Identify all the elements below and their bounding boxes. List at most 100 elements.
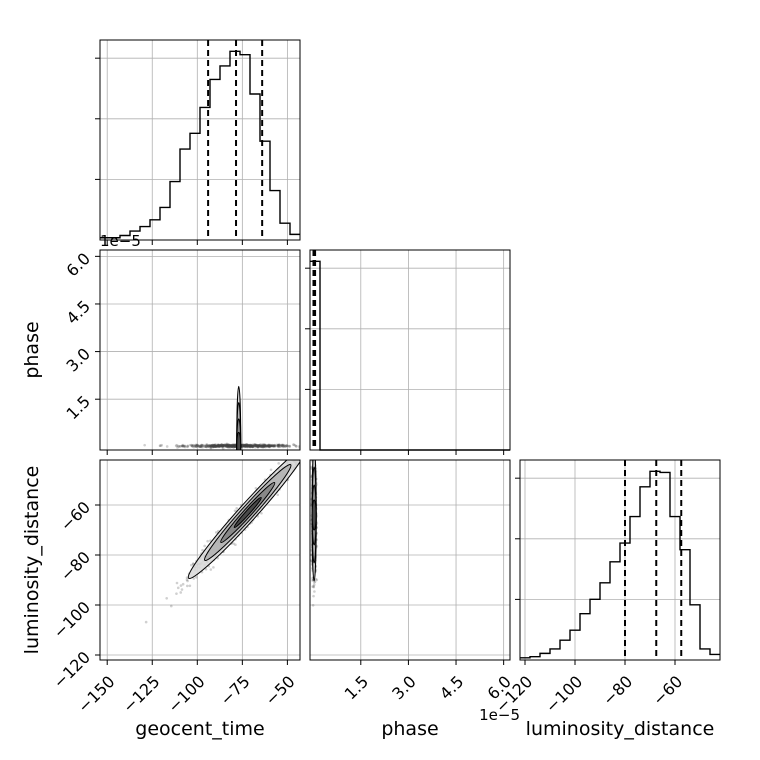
sample-point	[295, 444, 298, 448]
sample-point	[210, 444, 214, 447]
sample-point	[279, 444, 283, 447]
sample-point	[262, 444, 266, 448]
sample-point	[312, 585, 315, 588]
sample-point	[158, 444, 162, 448]
sample-point	[227, 445, 231, 448]
sample-point	[275, 443, 279, 447]
sample-point	[232, 542, 235, 545]
sample-point	[251, 445, 255, 448]
sample-point	[197, 444, 201, 448]
sample-point	[242, 443, 246, 447]
sample-point	[232, 446, 235, 449]
sample-point	[205, 443, 209, 446]
sample-point	[256, 444, 259, 447]
sample-point	[225, 443, 229, 447]
sample-point	[264, 443, 267, 447]
sample-point	[260, 511, 263, 515]
sample-point	[165, 597, 169, 600]
sample-point	[263, 444, 267, 448]
sample-point	[286, 444, 289, 448]
sample-point	[194, 576, 198, 579]
sample-point	[313, 450, 316, 453]
sample-point	[307, 440, 310, 443]
sample-point	[206, 539, 209, 543]
sample-point	[216, 444, 220, 447]
sample-point	[218, 443, 221, 447]
sample-point	[265, 444, 269, 447]
sample-point	[246, 444, 250, 448]
sample-point	[233, 445, 237, 448]
sample-point	[255, 444, 259, 448]
sample-point	[215, 445, 218, 448]
sample-point	[285, 444, 288, 447]
sample-point	[240, 444, 244, 447]
sample-point	[262, 445, 266, 449]
sample-point	[230, 445, 233, 449]
sample-point	[183, 445, 187, 449]
sample-point	[241, 443, 245, 447]
sample-point	[273, 444, 277, 448]
sample-point	[241, 443, 244, 447]
sample-point	[224, 444, 227, 447]
sample-point	[231, 444, 235, 448]
sample-point	[181, 443, 185, 447]
density-contours	[311, 460, 317, 582]
sample-point	[241, 444, 244, 448]
sample-point	[176, 446, 179, 449]
sample-point	[276, 443, 280, 447]
x-tick-label: −125	[119, 672, 164, 717]
sample-point	[276, 444, 279, 447]
sample-point	[209, 444, 213, 448]
sample-point	[212, 445, 215, 449]
sample-point	[214, 444, 217, 448]
sample-point	[248, 444, 252, 448]
sample-point	[258, 443, 262, 447]
sample-point	[225, 445, 228, 448]
sample-point	[213, 444, 217, 447]
sample-point	[267, 444, 271, 448]
y-tick-label: −80	[57, 548, 94, 585]
sample-point	[251, 445, 255, 448]
sample-point	[289, 456, 292, 459]
sample-point	[244, 445, 247, 448]
sample-point	[207, 444, 211, 447]
sample-point	[247, 444, 251, 447]
sample-point	[231, 445, 235, 449]
sample-point	[222, 444, 225, 447]
sample-point	[177, 444, 180, 448]
sample-point	[175, 443, 179, 447]
sample-point	[227, 443, 231, 446]
sample-point	[182, 444, 185, 448]
sample-point	[261, 445, 265, 449]
sample-point	[311, 585, 314, 588]
sample-point	[280, 444, 283, 448]
sample-point	[195, 445, 198, 449]
sample-point	[293, 444, 297, 447]
sample-point	[257, 445, 261, 448]
contour-level-3	[311, 499, 317, 531]
sample-point	[217, 444, 221, 448]
sample-point	[248, 443, 252, 447]
sample-point	[217, 444, 220, 447]
sample-point	[225, 443, 228, 447]
panel-frame	[519, 459, 721, 661]
sample-point	[230, 444, 233, 447]
sample-point	[267, 443, 271, 446]
sample-point	[257, 444, 261, 448]
sample-point	[301, 444, 304, 447]
sample-point	[248, 444, 252, 447]
sample-point	[249, 444, 253, 448]
sample-point	[245, 444, 248, 448]
sample-point	[260, 445, 264, 449]
sample-point	[232, 444, 236, 448]
panel-frame	[99, 39, 301, 241]
sample-point	[245, 445, 248, 448]
y-tick-label: −100	[49, 598, 94, 643]
sample-point	[250, 444, 254, 448]
sample-point	[220, 444, 223, 448]
sample-point	[192, 445, 196, 449]
sample-point	[242, 444, 246, 448]
sample-point	[221, 444, 225, 447]
sample-point	[216, 443, 220, 447]
sample-point	[303, 444, 306, 447]
